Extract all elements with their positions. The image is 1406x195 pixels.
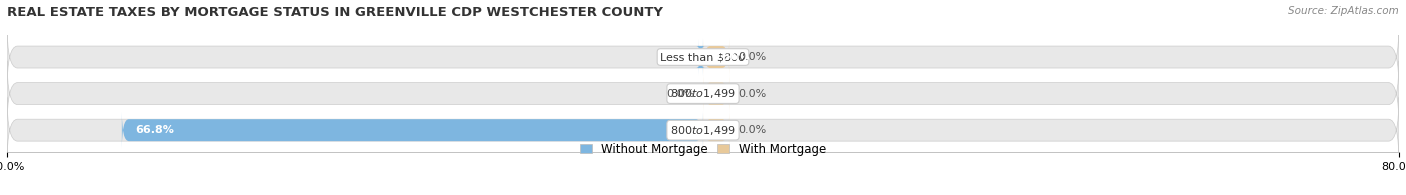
FancyBboxPatch shape — [122, 112, 703, 148]
FancyBboxPatch shape — [703, 75, 730, 112]
FancyBboxPatch shape — [7, 24, 1399, 90]
Text: 66.8%: 66.8% — [135, 125, 174, 135]
FancyBboxPatch shape — [703, 39, 730, 75]
Text: $800 to $1,499: $800 to $1,499 — [671, 87, 735, 100]
Legend: Without Mortgage, With Mortgage: Without Mortgage, With Mortgage — [581, 143, 825, 156]
Text: Less than $800: Less than $800 — [661, 52, 745, 62]
Text: 0.0%: 0.0% — [738, 89, 766, 99]
Text: 0.56%: 0.56% — [711, 52, 749, 62]
Text: $800 to $1,499: $800 to $1,499 — [671, 124, 735, 137]
Text: Source: ZipAtlas.com: Source: ZipAtlas.com — [1288, 6, 1399, 16]
FancyBboxPatch shape — [7, 61, 1399, 127]
Text: 0.0%: 0.0% — [666, 89, 695, 99]
Text: 0.0%: 0.0% — [738, 125, 766, 135]
Text: 0.0%: 0.0% — [738, 52, 766, 62]
Text: REAL ESTATE TAXES BY MORTGAGE STATUS IN GREENVILLE CDP WESTCHESTER COUNTY: REAL ESTATE TAXES BY MORTGAGE STATUS IN … — [7, 6, 664, 19]
FancyBboxPatch shape — [703, 112, 730, 148]
FancyBboxPatch shape — [696, 39, 704, 75]
FancyBboxPatch shape — [7, 97, 1399, 163]
